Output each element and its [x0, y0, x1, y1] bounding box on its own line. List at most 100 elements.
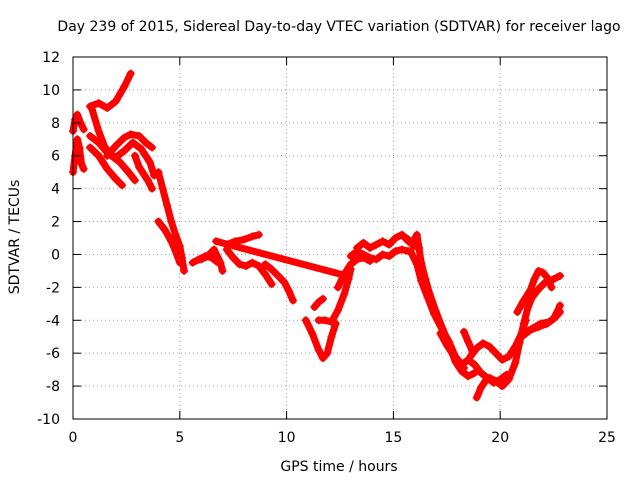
y-tick-label: 12 — [42, 50, 60, 66]
data-point — [111, 174, 120, 183]
data-point — [242, 261, 251, 270]
data-point — [538, 268, 547, 277]
data-point — [530, 275, 539, 284]
data-point — [88, 105, 97, 114]
data-point — [429, 309, 438, 318]
data-point — [86, 131, 95, 140]
data-point — [534, 285, 543, 294]
y-tick-label: -8 — [46, 379, 60, 395]
data-point — [73, 135, 82, 144]
series-arc-7 — [103, 130, 157, 160]
series-isolated — [212, 237, 351, 280]
y-tick-label: 6 — [51, 149, 60, 165]
x-tick-label: 5 — [175, 430, 184, 446]
data-point — [481, 377, 490, 386]
y-tick-label: -10 — [37, 412, 60, 428]
data-point — [513, 308, 522, 317]
data-point — [485, 373, 494, 382]
data-point — [248, 258, 257, 267]
data-point — [327, 317, 336, 326]
data-point — [158, 184, 167, 193]
data-point — [301, 316, 310, 325]
data-point — [94, 127, 103, 136]
series-arc-28 — [513, 266, 556, 317]
data-point — [556, 301, 565, 310]
data-point — [143, 176, 152, 185]
data-point — [171, 230, 180, 239]
series-arc-14 — [222, 245, 276, 289]
data-point — [523, 303, 532, 312]
data-point — [280, 278, 289, 287]
series-arc-12 — [197, 245, 227, 275]
y-tick-label: 8 — [51, 116, 60, 132]
y-tick-label: 2 — [51, 215, 60, 231]
y-tick-label: -6 — [46, 346, 60, 362]
series-arc-20 — [346, 245, 413, 264]
data-point — [135, 131, 144, 140]
data-point — [464, 372, 473, 381]
data-point — [79, 164, 88, 173]
data-point — [135, 163, 144, 172]
data-point — [517, 332, 526, 341]
data-trace — [212, 237, 350, 280]
data-point — [372, 255, 381, 264]
data-point — [464, 337, 473, 346]
y-axis-label: SDTVAR / TECUs — [7, 180, 23, 295]
data-point — [137, 145, 146, 154]
data-point — [385, 240, 394, 249]
data-point — [476, 383, 485, 392]
data-point — [145, 158, 154, 167]
series-arc-3 — [86, 143, 127, 190]
axis-ticks: 0 5 10 15 20 25 -10 -8 -6 -4 -2 0 2 4 6 8 10 12 — [37, 50, 616, 446]
data-point — [406, 247, 415, 256]
data-point — [103, 151, 112, 160]
data-point — [188, 258, 197, 267]
data-point — [526, 326, 535, 335]
x-tick-label: 15 — [384, 430, 402, 446]
data-point — [103, 104, 112, 113]
data-point — [327, 332, 336, 341]
data-point — [94, 151, 103, 160]
data-point — [365, 253, 374, 262]
data-point — [274, 271, 283, 280]
data-point — [167, 217, 176, 226]
data-point — [248, 232, 257, 241]
data-point — [412, 260, 421, 269]
data-point — [101, 143, 110, 152]
data-point — [549, 314, 558, 323]
data-point — [321, 316, 330, 325]
data-point — [130, 151, 139, 160]
data-point — [526, 286, 535, 295]
data-point — [346, 260, 355, 269]
data-point — [442, 340, 451, 349]
data-point — [479, 339, 488, 348]
data-point — [218, 266, 227, 275]
x-tick-label: 10 — [278, 430, 296, 446]
data-point — [229, 253, 238, 262]
data-point — [534, 322, 543, 331]
data-point — [470, 360, 479, 369]
data-point — [515, 339, 524, 348]
data-point — [333, 306, 342, 315]
data-point — [453, 359, 462, 368]
data-point — [491, 377, 500, 386]
data-point — [397, 230, 406, 239]
data-point — [118, 181, 127, 190]
data-point — [476, 368, 485, 377]
data-point — [547, 283, 556, 292]
data-point — [491, 349, 500, 358]
data-point — [449, 350, 458, 359]
data-point — [391, 234, 400, 242]
data-point — [402, 234, 411, 242]
plot-frame — [72, 56, 608, 420]
data-point — [216, 258, 225, 267]
data-point — [534, 266, 543, 275]
data-point — [154, 168, 163, 177]
data-point — [126, 130, 135, 139]
data-point — [365, 243, 374, 252]
data-point — [86, 143, 95, 152]
chart-title: Day 239 of 2015, Sidereal Day-to-day VTE… — [57, 19, 620, 35]
y-tick-label: -4 — [46, 313, 60, 329]
data-point — [139, 169, 148, 178]
